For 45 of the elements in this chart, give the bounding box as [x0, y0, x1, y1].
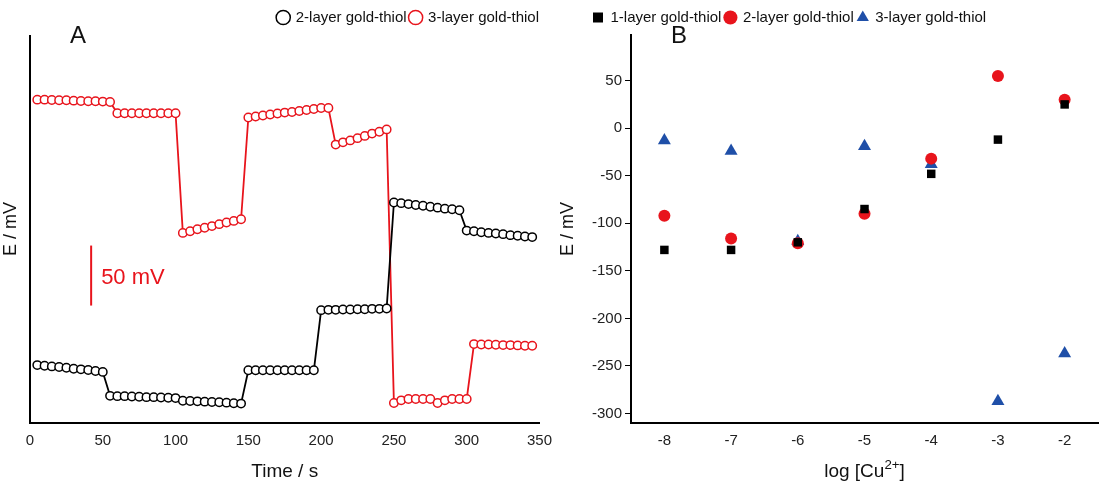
y-tick-label: -200 [591, 308, 623, 326]
y-axis-title: E / mV [0, 201, 20, 256]
x-tick-label: -6 [791, 431, 805, 449]
y-tick-label: 50 [605, 70, 623, 88]
point [925, 152, 938, 165]
chart-title: A [70, 21, 87, 48]
point [991, 69, 1004, 82]
x-tick-label: 350 [526, 431, 552, 449]
legend-label: 2-layer gold-thiol [742, 7, 854, 25]
x-tick-label: -2 [1057, 431, 1072, 449]
x-tick-label: -5 [857, 431, 872, 449]
point [991, 393, 1005, 405]
x-axis-title: Time / s [251, 460, 319, 481]
x-tick-label: 250 [381, 431, 407, 449]
x-tick-label: 300 [454, 431, 480, 449]
x-tick-label: 50 [94, 431, 112, 449]
point [1058, 346, 1072, 358]
annotation: 50 mV [101, 263, 166, 289]
point [993, 135, 1003, 144]
point [660, 245, 669, 255]
point [657, 133, 671, 145]
x-tick-label: 150 [235, 431, 261, 449]
y-tick-label: -300 [591, 403, 623, 421]
x-tick-label: -8 [657, 431, 672, 449]
y-tick-label: -50 [600, 165, 623, 183]
point [725, 232, 738, 245]
x-tick-label: 0 [25, 431, 35, 449]
y-tick-label: 0 [613, 118, 623, 136]
x-tick-label: 200 [308, 431, 334, 449]
point [860, 204, 869, 214]
x-tick-label: -4 [924, 431, 938, 449]
legend-label: 2-layer gold-thiol [295, 7, 407, 25]
y-tick-label: -100 [591, 213, 623, 231]
legend-label: 3-layer gold-thiol [428, 7, 539, 25]
point [1060, 100, 1069, 109]
point [724, 143, 738, 155]
legend-label: 3-layer gold-thiol [875, 7, 987, 25]
y-tick-label: -150 [591, 260, 623, 278]
x-tick-label: 100 [163, 431, 189, 449]
point [658, 209, 671, 222]
x-tick-label: -7 [724, 431, 738, 449]
y-tick-label: -250 [591, 356, 623, 374]
y-axis-title: E / mV [557, 201, 577, 256]
x-tick-label: -3 [991, 431, 1005, 449]
point [858, 138, 872, 151]
